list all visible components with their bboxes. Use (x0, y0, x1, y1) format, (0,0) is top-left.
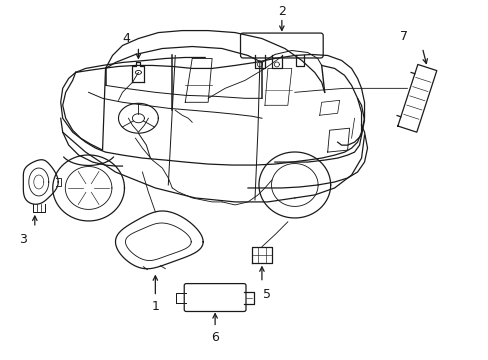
Text: 5: 5 (263, 288, 270, 301)
Text: 3: 3 (19, 233, 27, 246)
Text: 2: 2 (277, 5, 285, 18)
Text: 7: 7 (400, 30, 407, 42)
Text: 1: 1 (151, 300, 159, 313)
Text: 6: 6 (211, 331, 219, 344)
Text: 4: 4 (122, 32, 130, 45)
